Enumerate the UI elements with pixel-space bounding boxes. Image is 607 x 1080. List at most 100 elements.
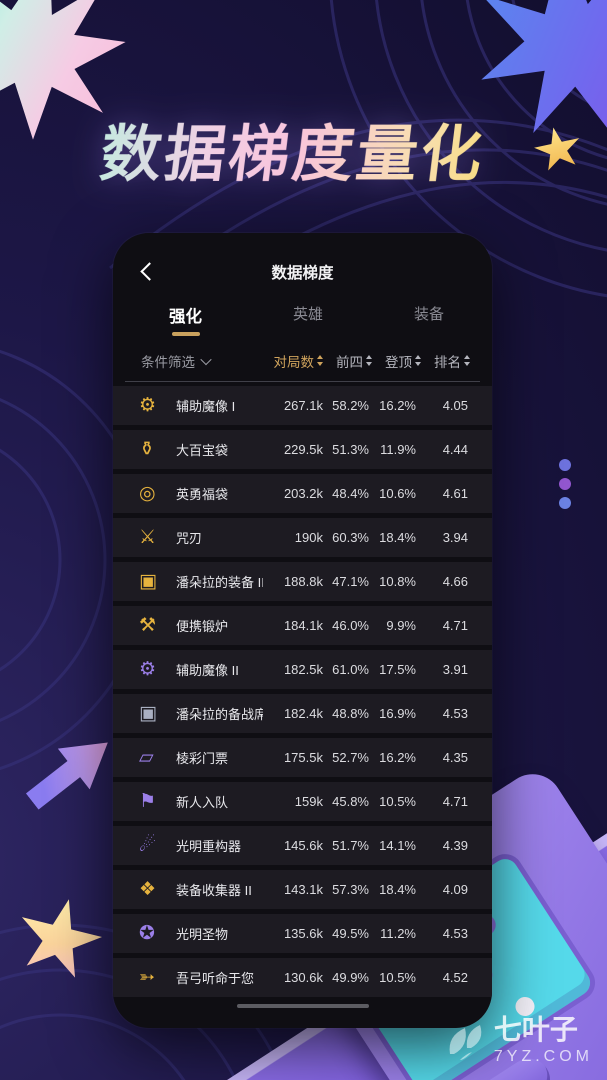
tab[interactable]: 英雄 [293,303,323,336]
table-row[interactable]: ▱ 棱彩门票 175.5k 52.7% 16.2% 4.35 [113,737,492,777]
home-indicator[interactable] [236,1004,369,1008]
sort-columns: 对局数 前四 登顶 排名 [273,351,470,371]
item-icon: ⚙ [139,658,157,680]
tab-label: 强化 [169,308,202,326]
matches-value: 182.5k [283,661,323,677]
item-name: 吾弓听命于您 [176,970,255,986]
table-row[interactable]: ⚙ 辅助魔像 I 267.1k 58.2% 16.2% 4.05 [113,385,492,425]
table-row[interactable]: ⚙ 辅助魔像 II 182.5k 61.0% 17.5% 3.91 [113,649,492,689]
watermark: 七叶子 7YZ.COM [438,1013,593,1066]
column-label: 对局数 [273,354,315,370]
item-name: 光明圣物 [176,926,229,942]
avg-rank-value: 3.94 [442,529,468,545]
sort-arrows-icon [464,355,470,366]
first-place-rate-value: 10.5% [379,793,416,809]
matches-value: 145.6k [283,837,323,853]
table-row[interactable]: ➳ 吾弓听命于您 130.6k 49.9% 10.5% 4.52 [113,957,492,997]
sort-column-button[interactable]: 前四 [336,351,372,371]
avg-rank-value: 4.71 [442,617,468,633]
avg-rank-value: 4.39 [442,837,468,853]
app-screenshot-panel: 数据梯度 强化 英雄 装备 条件筛选 [113,233,492,1028]
first-place-rate-value: 16.2% [379,397,416,413]
first-place-rate-value: 10.8% [379,573,416,589]
avg-rank-value: 4.44 [442,441,468,457]
table-row[interactable]: ❖ 装备收集器 II 143.1k 57.3% 18.4% 4.09 [113,869,492,909]
table-row[interactable]: ▣ 潘朵拉的备战席 182.4k 48.8% 16.9% 4.53 [113,693,492,733]
augment-table: ⚙ 辅助魔像 I 267.1k 58.2% 16.2% 4.05 ⚱ 大百宝袋 … [113,385,492,997]
item-icon: ⚑ [139,790,157,812]
top4-rate-value: 60.3% [332,529,369,545]
leaf-logo-icon [449,1025,482,1061]
item-name: 潘朵拉的备战席 [176,706,263,722]
item-name: 光明重构器 [176,838,242,854]
condition-filter-button[interactable]: 条件筛选 [141,351,212,371]
table-row[interactable]: ☄ 光明重构器 145.6k 51.7% 14.1% 4.39 [113,825,492,865]
filter-bar: 条件筛选 对局数 前四 登顶 [113,350,492,372]
sort-column-button[interactable]: 登顶 [385,351,421,371]
column-label: 前四 [336,354,363,370]
top4-rate-value: 57.3% [332,881,369,897]
matches-value: 175.5k [283,749,323,765]
first-place-rate-value: 16.2% [379,749,416,765]
watermark-name: 七叶子 [493,1013,578,1045]
item-icon: ➳ [139,966,155,988]
avg-rank-value: 4.35 [442,749,468,765]
dot-magenta [559,478,571,490]
avg-rank-value: 4.52 [442,969,468,985]
matches-value: 184.1k [283,617,323,633]
avg-rank-value: 4.53 [442,925,468,941]
sort-arrows-icon [366,355,372,366]
sort-column-button[interactable]: 排名 [434,351,470,371]
filter-label: 条件筛选 [141,354,195,370]
item-name: 潘朵拉的装备 II [176,574,263,590]
table-row[interactable]: ▣ 潘朵拉的装备 II 188.8k 47.1% 10.8% 4.66 [113,561,492,601]
sort-column-button[interactable]: 对局数 [273,351,323,371]
table-row[interactable]: ✪ 光明圣物 135.6k 49.5% 11.2% 4.53 [113,913,492,953]
tab-label: 装备 [413,306,444,323]
top4-rate-value: 58.2% [332,397,369,413]
top4-rate-value: 61.0% [332,661,369,677]
avg-rank-value: 4.71 [442,793,468,809]
back-icon[interactable] [140,262,159,281]
tab-label: 英雄 [292,306,323,323]
top4-rate-value: 52.7% [332,749,369,765]
item-icon: ✪ [139,922,155,944]
table-row[interactable]: ⚔ 咒刃 190k 60.3% 18.4% 3.94 [113,517,492,557]
table-row[interactable]: ⚱ 大百宝袋 229.5k 51.3% 11.9% 4.44 [113,429,492,469]
first-place-rate-value: 18.4% [379,529,416,545]
matches-value: 130.6k [283,969,323,985]
matches-value: 203.2k [283,485,323,501]
tab[interactable]: 装备 [414,303,444,336]
matches-value: 188.8k [283,573,323,589]
top4-rate-value: 49.9% [332,969,369,985]
table-row[interactable]: ⚒ 便携锻炉 184.1k 46.0% 9.9% 4.71 [113,605,492,645]
tab[interactable]: 强化 [169,303,202,336]
top4-rate-value: 48.8% [332,705,369,721]
table-row[interactable]: ⚑ 新人入队 159k 45.8% 10.5% 4.71 [113,781,492,821]
item-name: 装备收集器 II [176,882,252,898]
item-icon: ▣ [139,702,157,724]
top4-rate-value: 51.7% [332,837,369,853]
avg-rank-value: 4.09 [442,881,468,897]
first-place-rate-value: 11.9% [380,441,416,457]
active-tab-underline [171,332,200,336]
divider [125,380,480,382]
chevron-down-icon [200,353,212,365]
page-title: 数据梯度量化 [0,104,592,193]
top4-rate-value: 48.4% [332,485,369,501]
matches-value: 159k [294,793,323,809]
item-name: 英勇福袋 [176,486,229,502]
table-row[interactable]: ◎ 英勇福袋 203.2k 48.4% 10.6% 4.61 [113,473,492,513]
item-icon: ⚒ [139,614,157,636]
first-place-rate-value: 18.4% [379,881,416,897]
matches-value: 229.5k [283,441,323,457]
first-place-rate-value: 10.6% [379,485,416,501]
first-place-rate-value: 10.5% [379,969,416,985]
first-place-rate-value: 17.5% [379,661,416,677]
dot-blue [559,459,571,471]
matches-value: 135.6k [283,925,323,941]
item-name: 棱彩门票 [176,750,229,766]
item-icon: ☄ [139,834,157,856]
top4-rate-value: 51.3% [332,441,369,457]
